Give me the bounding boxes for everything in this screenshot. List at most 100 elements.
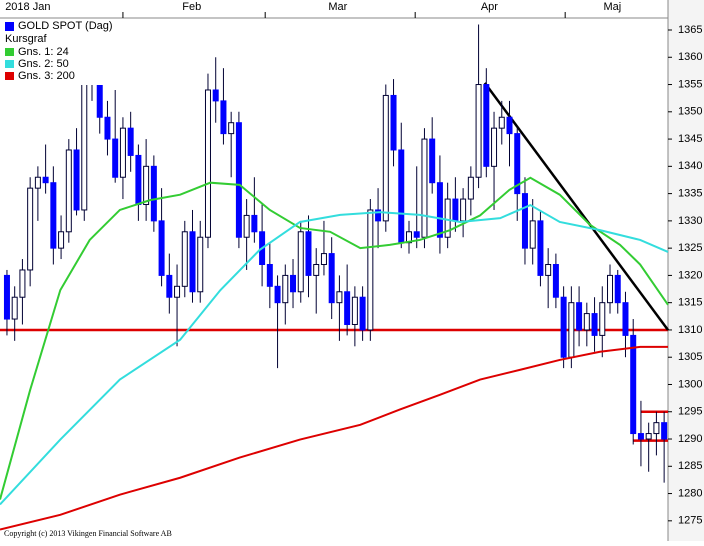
y-tick-label: 1290 [678,433,702,445]
candle-body [498,116,505,129]
y-tick-label: 1305 [678,351,702,363]
candle-body [228,122,235,135]
y-tick-label: 1365 [678,24,702,36]
moving-average [0,345,668,531]
candle-body [398,149,405,244]
candle-body [576,302,583,331]
candle-body [174,285,181,298]
y-tick-label: 1360 [678,51,702,63]
candle-body [313,264,320,276]
candle-body [436,182,443,238]
candle-body [58,231,65,249]
candle-body [444,198,451,238]
candle-body [3,274,10,320]
y-tick-label: 1295 [678,406,702,418]
candle-body [34,176,41,189]
candle-body [143,165,150,206]
candle-body [367,209,374,331]
candle-body [491,127,498,167]
reference-line [483,82,670,331]
candle-body [645,433,652,440]
candle-body [637,433,644,440]
candle-body [375,209,382,222]
y-tick-label: 1275 [678,515,702,527]
candle-body [135,154,142,206]
candle-body [50,182,57,249]
candle-body [251,214,258,233]
candle-body [112,138,119,178]
moving-average [0,176,669,500]
candle-body [552,264,559,298]
candle-body [452,198,459,222]
legend-subtitle: Kursgraf [5,33,48,45]
candle-body [266,264,273,287]
y-tick-label: 1355 [678,78,702,90]
y-axis-panel [668,0,704,541]
candle-body [119,127,126,178]
candle-body [545,264,552,276]
month-label: Maj [603,1,621,13]
candle-body [282,274,289,304]
candle-body [11,296,18,320]
candle-body [220,100,227,135]
candle-body [413,231,420,238]
candle-body [204,89,211,238]
y-tick-label: 1345 [678,133,702,145]
candle-body [189,231,196,293]
candle-body [150,165,157,222]
y-tick-label: 1285 [678,460,702,472]
candle-body [181,231,188,287]
candle-body [390,94,397,151]
candle-body [320,253,327,266]
legend-label: Gns. 2: 50 [18,58,69,70]
candle-body [661,422,668,440]
month-label: Feb [182,1,201,13]
candle-body [359,296,366,331]
candle-body [467,176,474,200]
candle-body [336,291,343,304]
candle-body [653,422,660,435]
legend-label: Gns. 3: 200 [18,70,75,82]
candle-body [235,122,242,238]
candle-body [297,231,304,293]
y-tick-label: 1335 [678,188,702,200]
candle-body [42,176,49,184]
month-label: Apr [481,1,498,13]
candle-body [351,296,358,325]
copyright: Copyright (c) 2013 Vikingen Financial So… [4,529,172,538]
candle-body [382,94,389,222]
legend-label: Gns. 1: 24 [18,46,69,58]
candle-body [158,220,165,276]
candle-body [328,253,335,304]
candle-body [529,220,536,249]
y-tick-label: 1300 [678,378,702,390]
y-tick-label: 1320 [678,269,702,281]
candle-body [290,274,297,293]
candle-body [568,302,575,358]
candle-body [305,231,312,276]
candle-body [560,296,567,358]
candle-body [583,313,590,331]
candle-body [104,116,111,140]
candle-body [607,274,614,304]
legend-swatch [5,48,14,56]
candle-body [65,149,72,233]
legend-swatch [5,22,14,31]
candle-body [599,302,606,336]
candle-body [197,236,204,293]
legend-box [2,19,114,85]
candle-body [344,291,351,325]
candle-body [506,116,513,135]
candle-body [483,84,490,167]
candle-body [243,214,250,238]
candle-body [630,334,637,435]
candle-body [73,149,80,211]
candle-body [166,274,173,298]
moving-average [0,203,669,506]
candle-body [19,269,26,298]
candle-body [591,313,598,336]
y-tick-label: 1325 [678,242,702,254]
candle-body [421,138,428,238]
candle-body [475,84,482,178]
